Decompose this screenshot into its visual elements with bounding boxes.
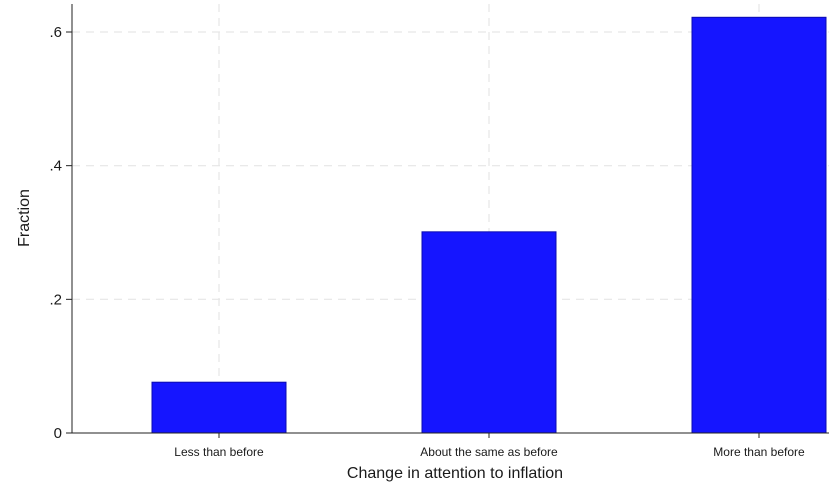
y-tick-label: .4 <box>49 158 62 175</box>
bar <box>421 231 557 434</box>
x-axis-title: Change in attention to inflation <box>347 465 563 482</box>
x-category-labels: Less than before About the same as before… <box>174 433 805 459</box>
x-category-label: Less than before <box>174 445 264 459</box>
y-tick-label: 0 <box>54 425 62 442</box>
y-axis-title: Fraction <box>16 189 33 247</box>
x-category-label: About the same as before <box>420 445 558 459</box>
x-category-label: More than before <box>713 445 805 459</box>
y-ticks: 0 .2 .4 .6 <box>49 24 72 442</box>
bar <box>691 16 827 434</box>
bars <box>151 16 827 434</box>
bar <box>151 381 287 434</box>
y-tick-label: .2 <box>49 291 62 308</box>
y-tick-label: .6 <box>49 24 62 41</box>
